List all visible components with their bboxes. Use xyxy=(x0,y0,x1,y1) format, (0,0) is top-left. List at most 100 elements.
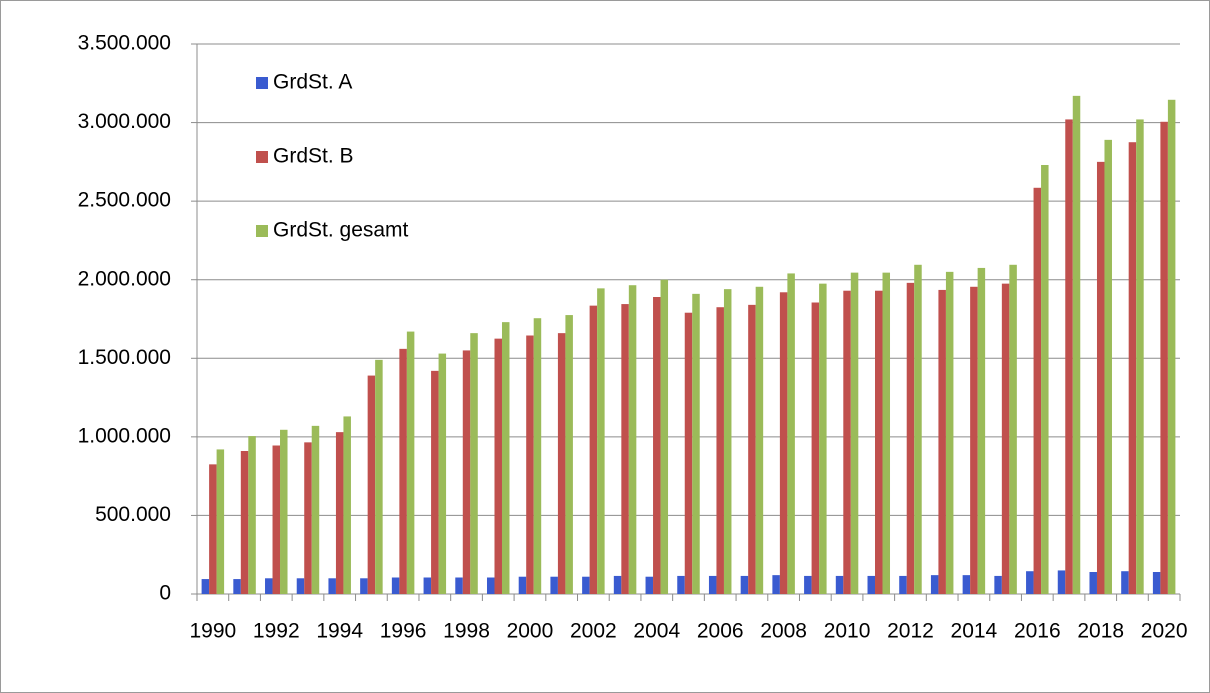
bar xyxy=(597,288,605,594)
bar xyxy=(304,442,312,594)
bar xyxy=(565,315,573,594)
x-tick-label: 2010 xyxy=(824,620,871,643)
bar xyxy=(248,436,256,594)
x-tick-label: 2012 xyxy=(887,620,934,643)
y-tick-label: 1.000.000 xyxy=(78,424,171,447)
x-tick-label: 2020 xyxy=(1141,620,1188,643)
bar xyxy=(233,579,241,594)
bar xyxy=(589,305,598,594)
bar xyxy=(906,282,915,594)
bar xyxy=(930,575,939,594)
legend-label: GrdSt. gesamt xyxy=(273,219,409,242)
bar xyxy=(1009,264,1017,594)
bar xyxy=(787,273,795,594)
bar xyxy=(628,285,637,594)
bar xyxy=(550,576,558,594)
bar xyxy=(779,292,788,594)
bar xyxy=(328,578,336,594)
bar xyxy=(613,575,622,594)
y-tick-label: 3.500.000 xyxy=(78,32,171,55)
bar xyxy=(431,370,439,594)
bar xyxy=(1136,119,1144,594)
bar xyxy=(1089,572,1097,594)
bar xyxy=(391,577,400,594)
bar xyxy=(526,335,534,594)
bar xyxy=(716,307,724,594)
bar xyxy=(462,350,471,594)
bar xyxy=(938,289,946,594)
x-tick-label: 1990 xyxy=(189,620,236,643)
bar xyxy=(406,331,415,594)
bar xyxy=(311,425,320,594)
bar xyxy=(335,432,344,594)
bar xyxy=(582,576,590,594)
x-tick-label: 1998 xyxy=(443,620,490,643)
legend-swatch xyxy=(256,225,268,237)
bar xyxy=(1104,139,1112,594)
legend-label: GrdSt. B xyxy=(273,145,354,168)
bar xyxy=(240,451,249,594)
bar xyxy=(518,576,527,594)
bar xyxy=(708,575,717,594)
bar xyxy=(209,464,217,594)
bar xyxy=(1033,187,1042,595)
bar xyxy=(423,577,432,594)
y-tick-label: 0 xyxy=(159,582,171,605)
bar xyxy=(375,359,383,594)
bar xyxy=(819,283,827,594)
bar xyxy=(843,290,851,594)
x-tick-label: 2018 xyxy=(1077,620,1124,643)
bar xyxy=(201,579,210,594)
bar xyxy=(755,286,764,594)
bar xyxy=(835,575,844,594)
y-tick-label: 2.500.000 xyxy=(78,189,171,212)
bar xyxy=(945,271,954,594)
bar xyxy=(772,575,780,594)
bar xyxy=(645,576,654,594)
bar xyxy=(899,575,907,594)
bar xyxy=(1160,121,1168,595)
bar xyxy=(296,578,305,594)
bar xyxy=(660,279,669,594)
bar xyxy=(455,577,463,594)
y-tick-label: 500.000 xyxy=(95,503,171,526)
bar xyxy=(1065,119,1073,594)
bar xyxy=(723,289,732,594)
bar xyxy=(804,575,812,594)
bar xyxy=(977,267,986,594)
x-tick-label: 2002 xyxy=(570,620,617,643)
bar xyxy=(1121,571,1129,594)
bar xyxy=(748,304,756,594)
bar xyxy=(1057,570,1066,594)
bar xyxy=(216,449,225,594)
bar xyxy=(740,575,749,594)
bar xyxy=(272,445,281,594)
bar xyxy=(1026,571,1034,594)
bar xyxy=(1001,283,1010,594)
bar xyxy=(867,575,876,594)
bar xyxy=(962,575,971,594)
x-tick-label: 2004 xyxy=(633,620,680,643)
y-tick-label: 1.500.000 xyxy=(78,346,171,369)
bar xyxy=(343,416,351,594)
bar xyxy=(994,575,1002,594)
bar xyxy=(692,293,700,594)
bar xyxy=(360,578,368,594)
bar xyxy=(621,304,629,594)
bar xyxy=(1072,95,1081,594)
bar xyxy=(1167,99,1176,595)
x-tick-label: 2008 xyxy=(760,620,807,643)
y-tick-label: 3.000.000 xyxy=(78,110,171,133)
legend-label: GrdSt. A xyxy=(273,71,352,94)
bar xyxy=(501,322,510,594)
bar xyxy=(486,577,495,594)
bar xyxy=(280,429,288,594)
legend-swatch xyxy=(256,77,268,89)
x-tick-label: 2000 xyxy=(507,620,554,643)
bar xyxy=(438,353,447,594)
x-tick-label: 1996 xyxy=(380,620,427,643)
bar xyxy=(850,272,859,594)
bar xyxy=(677,575,685,594)
bar xyxy=(1096,161,1105,594)
